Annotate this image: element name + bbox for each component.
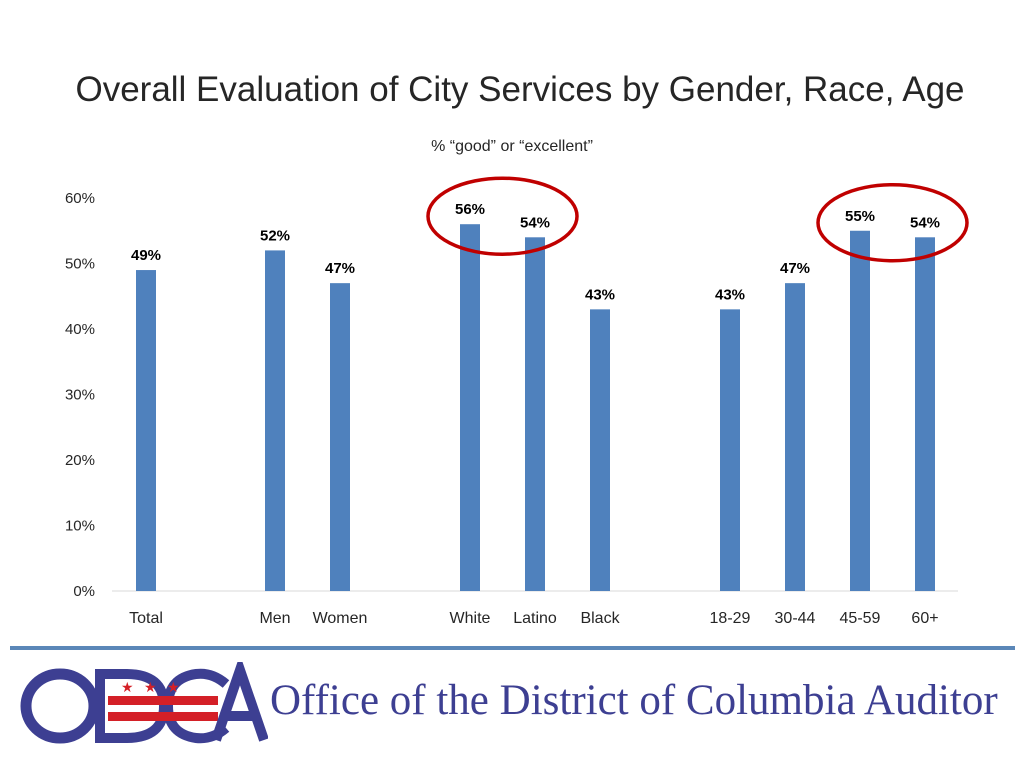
- y-tick-label: 0%: [73, 583, 95, 600]
- x-tick-label: 60+: [911, 610, 938, 627]
- data-label: 54%: [910, 214, 940, 231]
- data-label: 52%: [260, 227, 290, 244]
- y-tick-label: 50%: [65, 256, 95, 273]
- highlight-ellipse: [816, 183, 969, 263]
- bar: [460, 224, 480, 591]
- data-label: 43%: [715, 286, 745, 303]
- bar: [915, 237, 935, 592]
- footer-divider: [10, 646, 1015, 650]
- bar: [720, 309, 740, 591]
- bar: [590, 309, 610, 591]
- y-tick-label: 20%: [65, 452, 95, 469]
- logo-star-icon: ★: [121, 680, 134, 696]
- data-label: 56%: [455, 201, 485, 218]
- logo-letter-o: [20, 668, 100, 744]
- footer: ★ ★ ★ Office of the District of Columbia…: [18, 654, 1008, 752]
- data-label: 55%: [845, 208, 875, 225]
- bar: [330, 283, 350, 591]
- x-tick-label: Women: [313, 610, 368, 627]
- highlight-ellipse: [426, 176, 579, 256]
- logo-letter-a: [211, 654, 269, 742]
- y-tick-label: 30%: [65, 387, 95, 404]
- x-tick-label: Latino: [513, 610, 557, 627]
- y-tick-label: 60%: [65, 190, 95, 207]
- x-tick-label: Total: [129, 610, 163, 627]
- logo-letter-c: [162, 668, 230, 744]
- data-label: 47%: [325, 260, 355, 277]
- chart-title: Overall Evaluation of City Services by G…: [75, 70, 965, 109]
- x-tick-label: Black: [580, 610, 620, 627]
- logo-red-stripe-bottom: [108, 712, 218, 721]
- data-label: 47%: [780, 260, 810, 277]
- y-tick-label: 40%: [65, 321, 95, 338]
- data-label: 49%: [131, 247, 161, 264]
- x-tick-label: 45-59: [840, 610, 881, 627]
- logo-red-stripe-top: [108, 696, 218, 705]
- odca-logo: ★ ★ ★: [20, 654, 269, 744]
- y-tick-label: 10%: [65, 518, 95, 535]
- data-label: 43%: [585, 286, 615, 303]
- chart-subtitle: % “good” or “excellent”: [431, 138, 593, 155]
- logo-star-icon: ★: [144, 680, 157, 696]
- x-tick-label: 18-29: [710, 610, 751, 627]
- bar-chart: 0% 10% 20% 30% 40% 50% 60% 49% Total 52% Men 47% Wom…: [65, 176, 969, 627]
- logo-star-icon: ★: [167, 680, 180, 696]
- bar: [265, 250, 285, 591]
- x-tick-label: Men: [259, 610, 290, 627]
- x-tick-label: 30-44: [775, 610, 816, 627]
- bar: [136, 270, 156, 591]
- org-name: Office of the District of Columbia Audit…: [270, 677, 998, 724]
- bar: [785, 283, 805, 591]
- bar: [525, 237, 545, 592]
- x-tick-label: White: [450, 610, 491, 627]
- bar: [850, 230, 870, 591]
- data-label: 54%: [520, 214, 550, 231]
